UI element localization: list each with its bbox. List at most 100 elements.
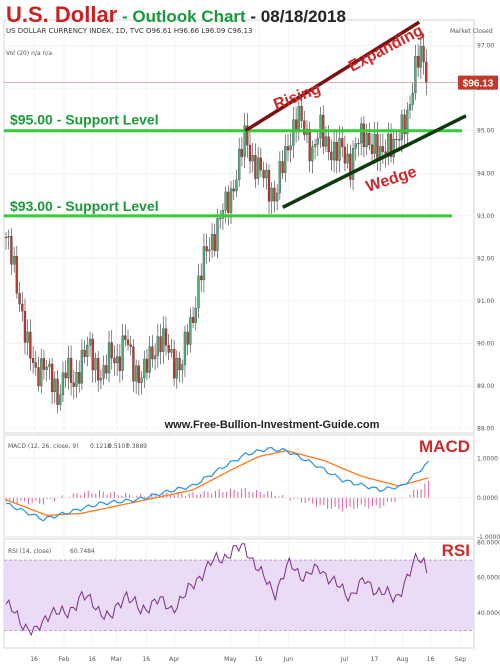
candle-body <box>273 187 276 202</box>
candle-body <box>167 345 170 353</box>
candle-body <box>221 209 225 219</box>
candle-body <box>34 362 37 368</box>
candle-body <box>45 366 48 370</box>
candle-body <box>105 365 108 374</box>
candle-body <box>414 56 417 94</box>
x-tick-label: May <box>224 656 237 663</box>
macd-y-tick: 1.0000 <box>477 456 498 463</box>
candle-body <box>205 246 208 252</box>
macd-y-tick: -1.0000 <box>477 534 500 541</box>
candle-body <box>83 349 86 357</box>
candle-body <box>21 303 24 312</box>
candle-body <box>227 191 230 213</box>
candle-body <box>59 394 62 405</box>
candle-body <box>102 365 105 379</box>
candle-body <box>389 133 393 157</box>
candle-body <box>341 138 344 148</box>
macd-signal-value: 0.3889 <box>126 443 147 450</box>
rsi-value: 60.7484 <box>70 548 95 555</box>
rsi-y-tick: 40.0000 <box>477 610 500 617</box>
price-y-tick: 89.00 <box>477 383 494 390</box>
candle-body <box>303 120 306 135</box>
candle-body <box>330 151 333 161</box>
candle-body <box>118 356 122 371</box>
watermark-text: www.Free-Bullion-Investment-Guide.com <box>164 419 380 431</box>
candle-body <box>164 328 168 346</box>
candle-body <box>349 153 352 180</box>
candle-body <box>395 138 398 141</box>
candle-body <box>259 157 263 171</box>
candle-body <box>121 335 124 371</box>
price-y-tick: 90.00 <box>477 341 494 348</box>
candle-body <box>219 218 222 220</box>
candle-body <box>408 104 412 111</box>
candle-body <box>357 142 360 145</box>
candle-body <box>175 357 178 379</box>
rsi-title: RSI <box>442 541 470 560</box>
candle-body <box>197 275 200 309</box>
macd-line <box>5 446 430 522</box>
candle-body <box>137 365 141 383</box>
price-y-tick: 92.00 <box>477 255 494 262</box>
candle-body <box>210 234 214 250</box>
candle-body <box>151 346 154 360</box>
candle-body <box>213 234 216 252</box>
price-tag-label: $96.13 <box>463 79 494 90</box>
price-tag-bg <box>458 75 498 90</box>
macd-hist-value: 0.1218 <box>90 443 111 450</box>
candle-body <box>208 249 211 252</box>
candle-body <box>262 169 265 179</box>
candle-body <box>145 358 149 373</box>
candle-body <box>72 382 75 387</box>
x-tick-label: Feb <box>59 656 70 663</box>
candle-body <box>40 358 43 387</box>
price-y-tick: 91.00 <box>477 298 494 305</box>
vol-values: n/a n/a <box>31 50 53 57</box>
candle-body <box>373 134 376 154</box>
candle-body <box>178 357 181 371</box>
candle-body <box>86 345 89 357</box>
candle-body <box>316 137 319 145</box>
candle-body <box>148 346 151 373</box>
candle-body <box>132 346 135 382</box>
candle-body <box>202 246 206 281</box>
macd-signal-line <box>5 450 429 517</box>
lower-trendline <box>281 114 467 209</box>
candle-body <box>80 349 84 384</box>
symbol-label: US DOLLAR CURRENCY INDEX, 1D, TVC <box>6 27 144 35</box>
candle-body <box>265 169 268 179</box>
x-tick-label: 16 <box>88 656 96 663</box>
rsi-legend: RSI (14, close) <box>8 548 51 555</box>
candle-body <box>113 357 116 364</box>
candle-body <box>194 307 197 323</box>
candle-body <box>200 275 203 281</box>
candle-body <box>338 138 341 161</box>
candle-body <box>134 365 138 382</box>
candle-body <box>248 144 252 162</box>
candle-body <box>42 358 46 370</box>
candle-body <box>362 123 366 148</box>
candle-body <box>4 236 8 239</box>
market-status: Market Closed <box>450 28 493 35</box>
candle-body <box>29 331 32 359</box>
candle-body <box>297 105 300 132</box>
candle-body <box>75 372 78 387</box>
rsi-band <box>4 559 474 631</box>
candle-body <box>64 372 67 379</box>
candle-body <box>191 317 195 323</box>
candle-body <box>300 105 303 121</box>
candle-body <box>216 218 219 252</box>
rsi-line <box>5 543 428 637</box>
candle-body <box>289 145 292 151</box>
ohlc-values: O96.61 H96.66 L96.09 C96.13 <box>146 27 253 35</box>
candle-body <box>332 141 336 161</box>
candle-body <box>31 358 35 363</box>
y-axis: 97.0096.0095.0094.0093.0092.0091.0090.00… <box>477 43 500 617</box>
title-date: - 08/18/2018 <box>245 7 346 26</box>
candle-body <box>324 136 328 147</box>
candle-body <box>398 139 401 141</box>
candle-body <box>153 355 157 360</box>
candle-body <box>48 363 51 368</box>
x-tick-label: Jun <box>283 656 294 663</box>
